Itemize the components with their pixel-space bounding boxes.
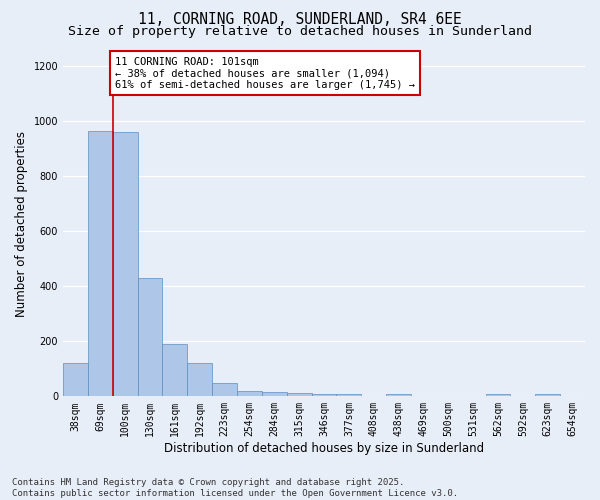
Text: 11 CORNING ROAD: 101sqm
← 38% of detached houses are smaller (1,094)
61% of semi: 11 CORNING ROAD: 101sqm ← 38% of detache… <box>115 56 415 90</box>
Bar <box>287 393 311 396</box>
Bar <box>163 344 187 396</box>
Bar <box>88 131 113 396</box>
Bar <box>63 364 88 396</box>
X-axis label: Distribution of detached houses by size in Sunderland: Distribution of detached houses by size … <box>164 442 484 455</box>
Bar <box>386 394 411 396</box>
Bar <box>237 391 262 396</box>
Bar <box>212 384 237 396</box>
Text: Contains HM Land Registry data © Crown copyright and database right 2025.
Contai: Contains HM Land Registry data © Crown c… <box>12 478 458 498</box>
Bar <box>535 394 560 396</box>
Bar <box>311 394 337 396</box>
Bar <box>262 392 287 396</box>
Text: 11, CORNING ROAD, SUNDERLAND, SR4 6EE: 11, CORNING ROAD, SUNDERLAND, SR4 6EE <box>138 12 462 28</box>
Bar <box>485 394 511 396</box>
Bar <box>337 394 361 396</box>
Bar <box>113 132 137 396</box>
Text: Size of property relative to detached houses in Sunderland: Size of property relative to detached ho… <box>68 25 532 38</box>
Bar <box>137 278 163 396</box>
Bar <box>187 364 212 396</box>
Y-axis label: Number of detached properties: Number of detached properties <box>15 132 28 318</box>
